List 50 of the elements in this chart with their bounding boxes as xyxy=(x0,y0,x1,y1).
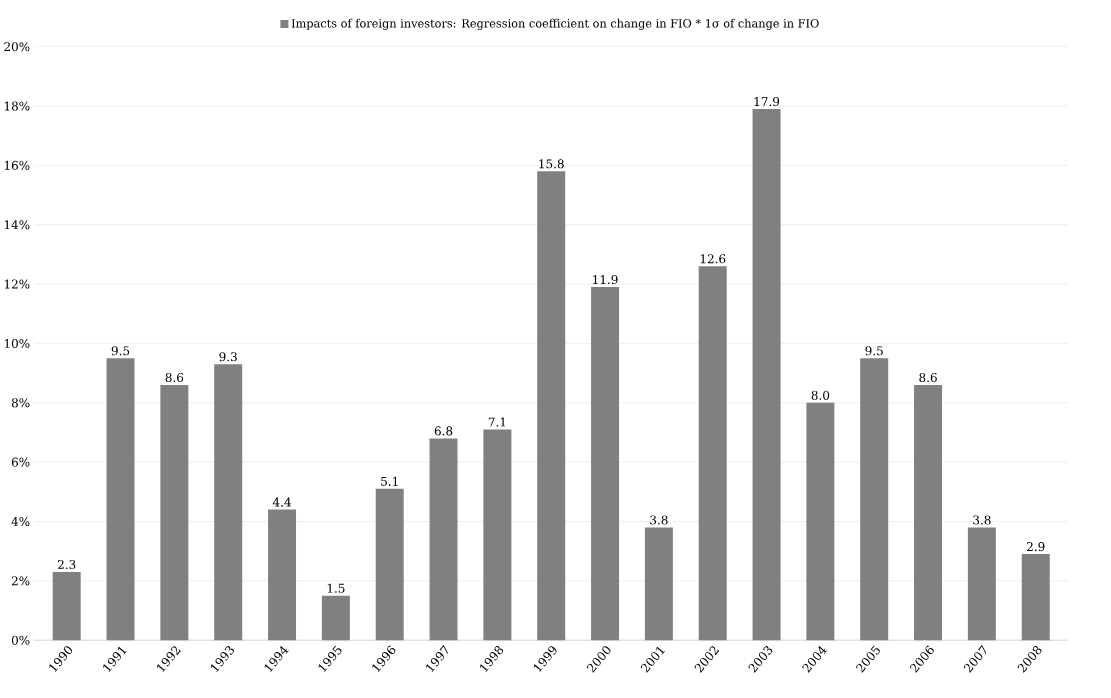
data-label: 6.8 xyxy=(434,426,453,436)
bar xyxy=(967,527,996,641)
bar xyxy=(752,108,781,641)
data-label: 4.4 xyxy=(272,497,291,507)
bar xyxy=(160,384,189,641)
y-tick-label: 10% xyxy=(4,338,30,348)
bar xyxy=(321,595,350,641)
bar xyxy=(214,364,243,641)
y-tick-label: 18% xyxy=(4,101,30,111)
bar xyxy=(375,488,404,641)
y-tick-label: 2% xyxy=(11,576,30,586)
data-label: 12.6 xyxy=(700,254,726,264)
data-label: 9.5 xyxy=(111,346,130,356)
data-label: 9.5 xyxy=(865,346,883,356)
y-tick-label: 8% xyxy=(11,398,30,408)
data-label: 17.9 xyxy=(754,96,780,106)
data-label: 8.0 xyxy=(811,390,830,400)
data-label: 5.1 xyxy=(381,476,398,486)
y-tick-label: 14% xyxy=(4,220,30,230)
bar xyxy=(429,438,458,641)
data-label: 11.9 xyxy=(593,274,618,285)
bar xyxy=(860,358,889,641)
bar xyxy=(914,384,943,641)
y-tick-label: 4% xyxy=(11,516,30,526)
y-tick-label: 16% xyxy=(4,160,30,170)
data-label: 15.8 xyxy=(539,159,564,169)
bar xyxy=(483,429,512,641)
bar xyxy=(537,171,566,641)
data-label: 3.8 xyxy=(973,515,991,525)
data-label: 8.6 xyxy=(919,372,937,382)
data-label: 9.3 xyxy=(219,352,237,362)
y-tick-label: 6% xyxy=(11,457,30,467)
legend-label: Impacts of foreign investors: Regression coefficient on change in FIO * 1σ of change in FIO xyxy=(291,18,819,30)
data-label: 7.1 xyxy=(488,417,506,427)
bar xyxy=(591,286,620,641)
y-tick-label: 20% xyxy=(4,42,30,52)
data-label: 8.6 xyxy=(165,372,184,382)
y-tick-label: 0% xyxy=(11,635,30,645)
bar xyxy=(106,358,135,641)
data-label: 2.9 xyxy=(1027,542,1045,552)
data-label: 2.3 xyxy=(57,559,76,569)
data-label: 3.8 xyxy=(650,515,668,525)
bar xyxy=(268,509,297,641)
bar xyxy=(806,402,835,641)
bar xyxy=(1021,554,1050,641)
bar xyxy=(644,527,673,641)
data-label: 1.5 xyxy=(327,583,345,593)
bar xyxy=(52,571,81,641)
bar xyxy=(698,266,727,641)
y-tick-label: 12% xyxy=(4,279,30,289)
